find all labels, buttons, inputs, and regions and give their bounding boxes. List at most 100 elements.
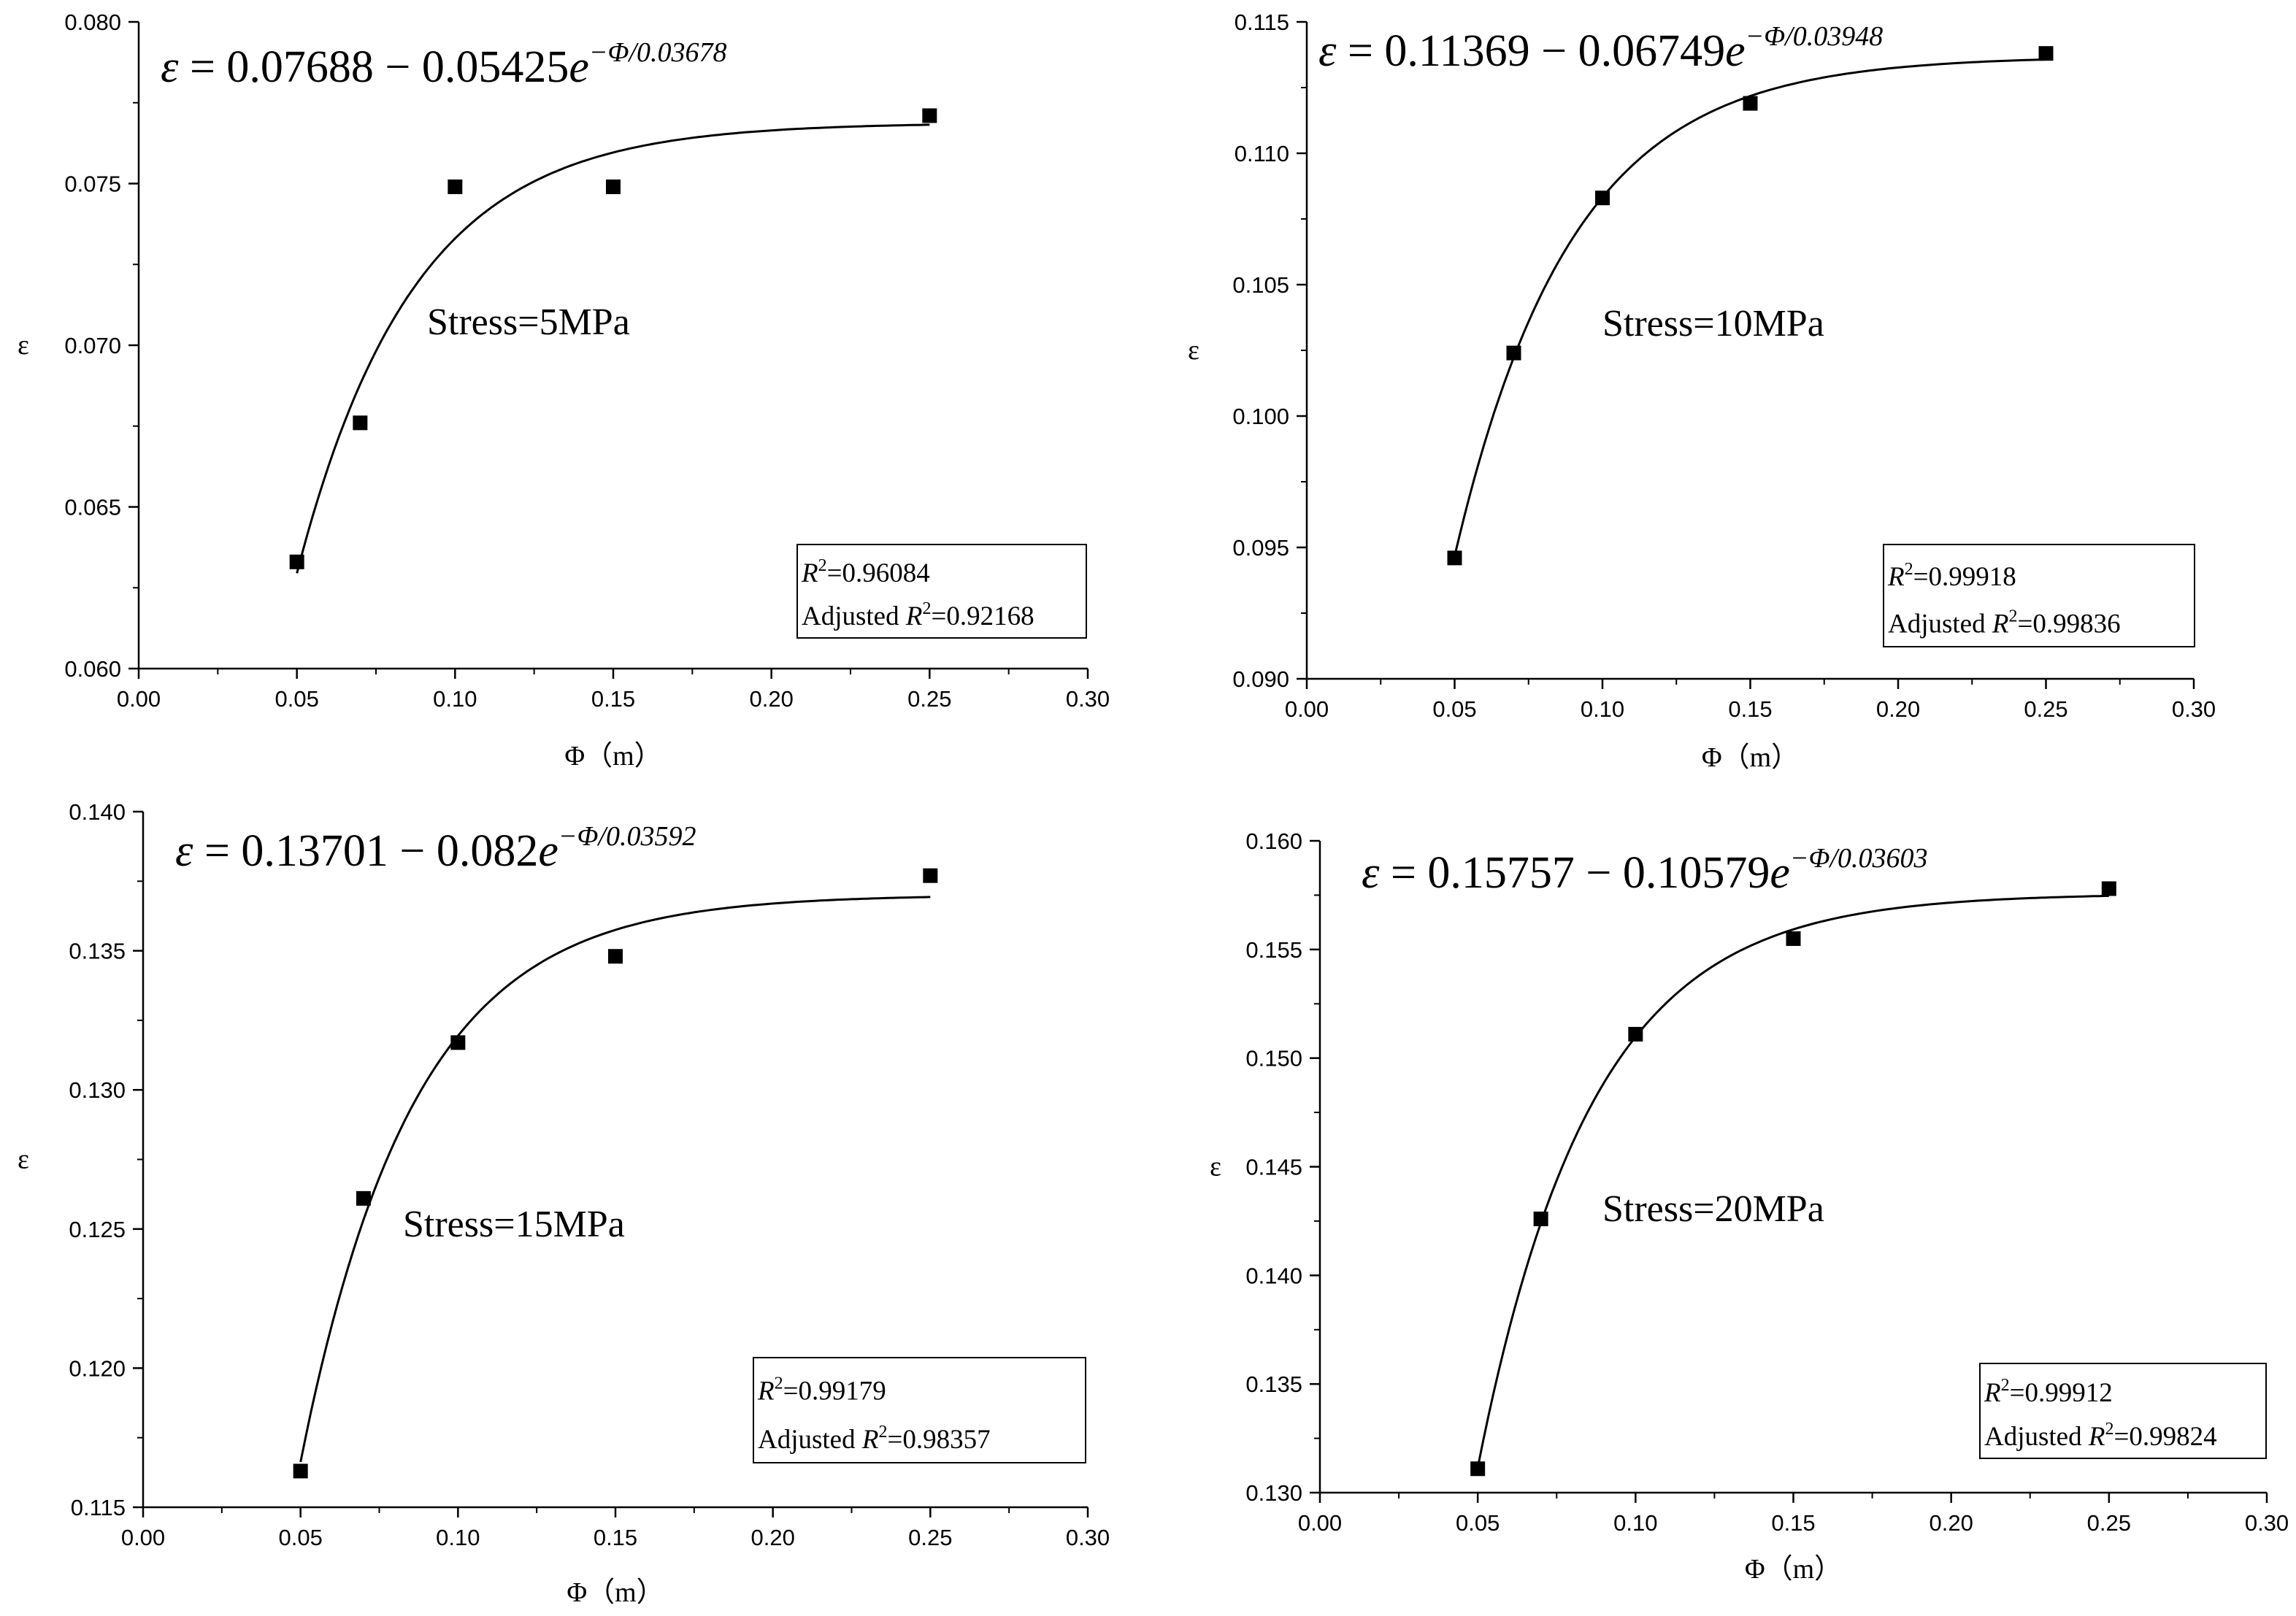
x-tick-label: 0.15: [591, 686, 635, 712]
y-tick-label: 0.145: [1245, 1155, 1302, 1180]
y-axis-title: ε: [18, 330, 29, 361]
stats-box: [753, 1357, 1086, 1463]
y-tick-label: 0.120: [69, 1355, 126, 1381]
data-point: [2101, 881, 2116, 896]
y-tick-label: 0.150: [1245, 1046, 1302, 1071]
data-point: [923, 868, 938, 883]
fit-curve: [1476, 894, 2109, 1468]
x-tick-label: 0.05: [1432, 696, 1476, 722]
x-tick-label: 0.20: [1876, 696, 1920, 722]
x-tick-label: 0.25: [908, 1525, 952, 1550]
data-point: [293, 1463, 308, 1479]
x-tick-label: 0.00: [1285, 696, 1329, 722]
x-tick-label: 0.00: [121, 1525, 165, 1550]
y-axis-title: ε: [1210, 1152, 1221, 1182]
y-tick-label: 0.115: [1235, 9, 1289, 35]
fit-equation: ε = 0.15757 − 0.10579e−Φ/0.03603: [1362, 843, 1928, 898]
y-tick-label: 0.115: [71, 1495, 126, 1520]
stats-box: [1883, 544, 2195, 647]
data-point: [1743, 96, 1758, 111]
y-tick-label: 0.075: [64, 172, 121, 197]
fit-curve: [1454, 58, 2046, 557]
y-tick-label: 0.140: [69, 799, 126, 825]
y-tick-label: 0.080: [64, 9, 121, 35]
data-point: [1595, 191, 1610, 206]
data-point: [606, 179, 621, 194]
x-tick-label: 0.10: [436, 1525, 480, 1550]
r-squared-label: R2=0.99179: [757, 1374, 886, 1407]
x-tick-label: 0.00: [1298, 1510, 1342, 1536]
x-tick-label: 0.20: [750, 1525, 794, 1550]
y-tick-label: 0.125: [69, 1217, 126, 1242]
y-tick-label: 0.140: [1245, 1263, 1302, 1288]
adjusted-r-squared-label: Adjusted R2=0.98357: [758, 1423, 991, 1455]
x-tick-label: 0.05: [278, 1525, 322, 1550]
x-tick-label: 0.05: [1456, 1510, 1500, 1536]
r-squared-label: R2=0.96084: [801, 556, 930, 588]
y-tick-label: 0.065: [64, 495, 121, 520]
y-tick-label: 0.155: [1245, 937, 1302, 963]
fit-equation: ε = 0.11369 − 0.06749e−Φ/0.03948: [1318, 21, 1883, 76]
data-point: [1628, 1026, 1643, 1042]
data-point: [922, 108, 937, 123]
data-point: [1533, 1211, 1548, 1226]
y-tick-label: 0.130: [1245, 1480, 1302, 1506]
y-tick-label: 0.160: [1245, 828, 1302, 854]
y-tick-label: 0.100: [1232, 404, 1289, 429]
data-point: [356, 1190, 371, 1206]
data-point: [289, 554, 304, 569]
fit-curve: [296, 123, 930, 574]
data-point: [608, 949, 623, 964]
data-point: [353, 415, 368, 431]
y-tick-label: 0.060: [64, 656, 121, 682]
stress-label: Stress=15MPa: [403, 1204, 625, 1245]
chart-panel-3: 0.00 0.05 0.10 0.15 0.20 0.25 0.30 0.115 0.120 0.…: [18, 799, 1110, 1608]
x-tick-label: 0.25: [907, 686, 951, 712]
y-tick-label: 0.135: [69, 939, 126, 964]
stats-box: [1979, 1363, 2267, 1459]
x-tick-label: 0.15: [1728, 696, 1772, 722]
y-tick-label: 0.110: [1235, 141, 1289, 166]
adjusted-r-squared-label: Adjusted R2=0.99836: [1888, 607, 2121, 639]
x-tick-label: 0.25: [2087, 1510, 2131, 1536]
x-axis-title: Φ（m）: [564, 741, 661, 772]
x-axis-title: Φ（m）: [567, 1577, 664, 1608]
data-point: [2038, 46, 2054, 61]
r-squared-label: R2=0.99918: [1887, 560, 2016, 592]
data-point: [1786, 931, 1801, 946]
x-tick-label: 0.30: [2172, 696, 2216, 722]
x-tick-label: 0.25: [2024, 696, 2067, 722]
x-tick-label: 0.30: [1066, 1525, 1110, 1550]
x-tick-label: 0.10: [1613, 1510, 1657, 1536]
data-point: [1506, 345, 1521, 361]
y-tick-label: 0.070: [64, 333, 121, 358]
data-point: [448, 179, 463, 194]
stress-label: Stress=20MPa: [1602, 1188, 1824, 1230]
x-tick-label: 0.00: [117, 686, 161, 712]
x-tick-label: 0.20: [749, 686, 793, 712]
y-axis-title: ε: [18, 1144, 29, 1175]
stress-label: Stress=10MPa: [1602, 303, 1824, 345]
y-tick-label: 0.130: [69, 1077, 126, 1103]
x-tick-label: 0.10: [1581, 696, 1624, 722]
data-point: [450, 1035, 466, 1050]
y-tick-label: 0.095: [1232, 535, 1289, 561]
data-point: [1470, 1461, 1486, 1477]
y-tick-label: 0.090: [1232, 666, 1289, 692]
stress-label: Stress=5MPa: [427, 301, 630, 343]
data-point: [1447, 550, 1462, 566]
chart-panel-4: 0.00 0.05 0.10 0.15 0.20 0.25 0.30 0.130 0.135 0.…: [1210, 828, 2289, 1585]
fit-equation: ε = 0.07688 − 0.05425e−Φ/0.03678: [161, 37, 727, 92]
chart-panel-2: 0.00 0.05 0.10 0.15 0.20 0.25 0.30 0.090 0.095 0.…: [1188, 9, 2216, 773]
x-tick-label: 0.30: [2245, 1510, 2289, 1536]
chart-panel-1: 0.00 0.05 0.10 0.15 0.20 0.25 0.30 0.060 0.065 0.…: [18, 9, 1110, 772]
x-axis-title: Φ（m）: [1745, 1554, 1842, 1585]
r-squared-label: R2=0.99912: [1984, 1376, 2113, 1408]
y-tick-label: 0.105: [1232, 272, 1289, 298]
x-tick-label: 0.30: [1066, 686, 1110, 712]
x-tick-label: 0.10: [433, 686, 477, 712]
fit-curve: [299, 896, 931, 1463]
fit-equation: ε = 0.13701 − 0.082e−Φ/0.03592: [175, 821, 696, 876]
y-axis-title: ε: [1188, 335, 1199, 366]
